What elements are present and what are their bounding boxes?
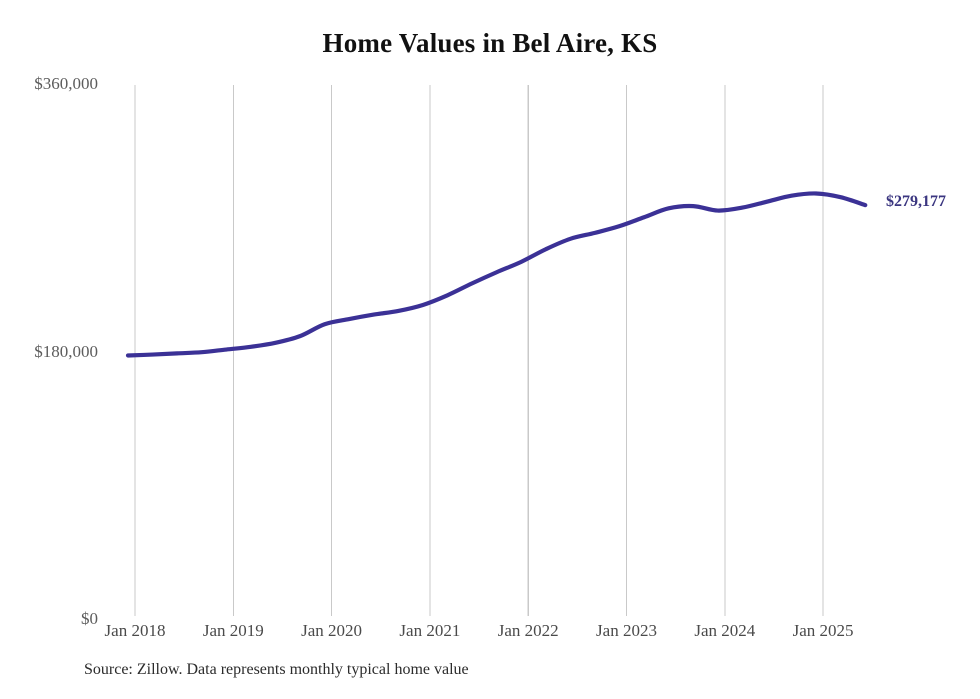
x-tick-label-jan-2021: Jan 2021 (399, 621, 461, 640)
y-tick-label-0: $0 (81, 609, 98, 628)
x-tick-label-jan-2020: Jan 2020 (301, 621, 363, 640)
x-tick-label-jan-2025: Jan 2025 (792, 621, 854, 640)
source-note: Source: Zillow. Data represents monthly … (84, 661, 469, 678)
gridlines-group (134, 85, 824, 616)
y-tick-label-180000: $180,000 (34, 341, 98, 361)
x-tick-label-jan-2023: Jan 2023 (596, 621, 657, 640)
chart-title: Home Values in Bel Aire, KS (322, 28, 658, 58)
x-tick-label-jan-2022: Jan 2022 (497, 621, 559, 640)
x-tick-label-jan-2024: Jan 2024 (694, 621, 756, 640)
x-tick-label-jan-2018: Jan 2018 (104, 621, 166, 640)
home-value-line (125, 191, 868, 358)
end-value-annotation: $279,177 (886, 193, 946, 211)
x-tick-label-jan-2019: Jan 2019 (202, 621, 264, 640)
y-tick-label-360000: $360,000 (34, 74, 98, 93)
